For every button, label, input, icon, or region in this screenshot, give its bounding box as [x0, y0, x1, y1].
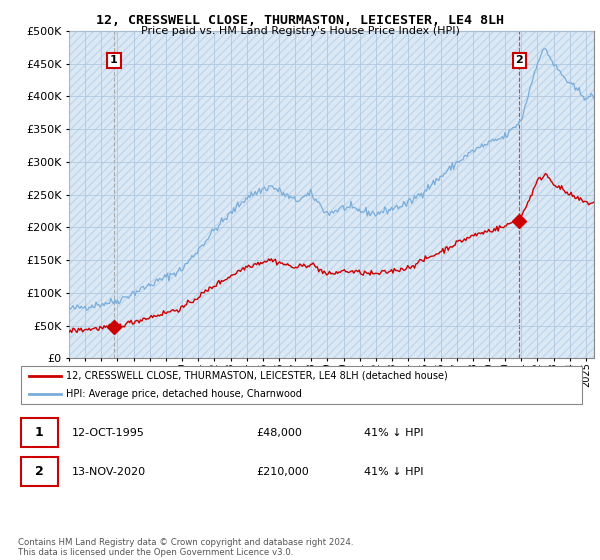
Text: HPI: Average price, detached house, Charnwood: HPI: Average price, detached house, Char…	[66, 389, 302, 399]
Text: £48,000: £48,000	[256, 428, 302, 437]
Text: 12, CRESSWELL CLOSE, THURMASTON, LEICESTER, LE4 8LH (detached house): 12, CRESSWELL CLOSE, THURMASTON, LEICEST…	[66, 371, 448, 381]
Text: 41% ↓ HPI: 41% ↓ HPI	[364, 428, 424, 437]
Text: Contains HM Land Registry data © Crown copyright and database right 2024.
This d: Contains HM Land Registry data © Crown c…	[18, 538, 353, 557]
Text: 13-NOV-2020: 13-NOV-2020	[72, 467, 146, 477]
Text: Price paid vs. HM Land Registry's House Price Index (HPI): Price paid vs. HM Land Registry's House …	[140, 26, 460, 36]
FancyBboxPatch shape	[21, 366, 582, 404]
Text: 2: 2	[35, 465, 43, 478]
Text: 1: 1	[110, 55, 118, 66]
Text: £210,000: £210,000	[256, 467, 309, 477]
Text: 1: 1	[35, 426, 43, 439]
Text: 12-OCT-1995: 12-OCT-1995	[72, 428, 145, 437]
FancyBboxPatch shape	[21, 418, 58, 447]
Text: 41% ↓ HPI: 41% ↓ HPI	[364, 467, 424, 477]
FancyBboxPatch shape	[21, 457, 58, 486]
Text: 2: 2	[515, 55, 523, 66]
Text: 12, CRESSWELL CLOSE, THURMASTON, LEICESTER, LE4 8LH: 12, CRESSWELL CLOSE, THURMASTON, LEICEST…	[96, 14, 504, 27]
